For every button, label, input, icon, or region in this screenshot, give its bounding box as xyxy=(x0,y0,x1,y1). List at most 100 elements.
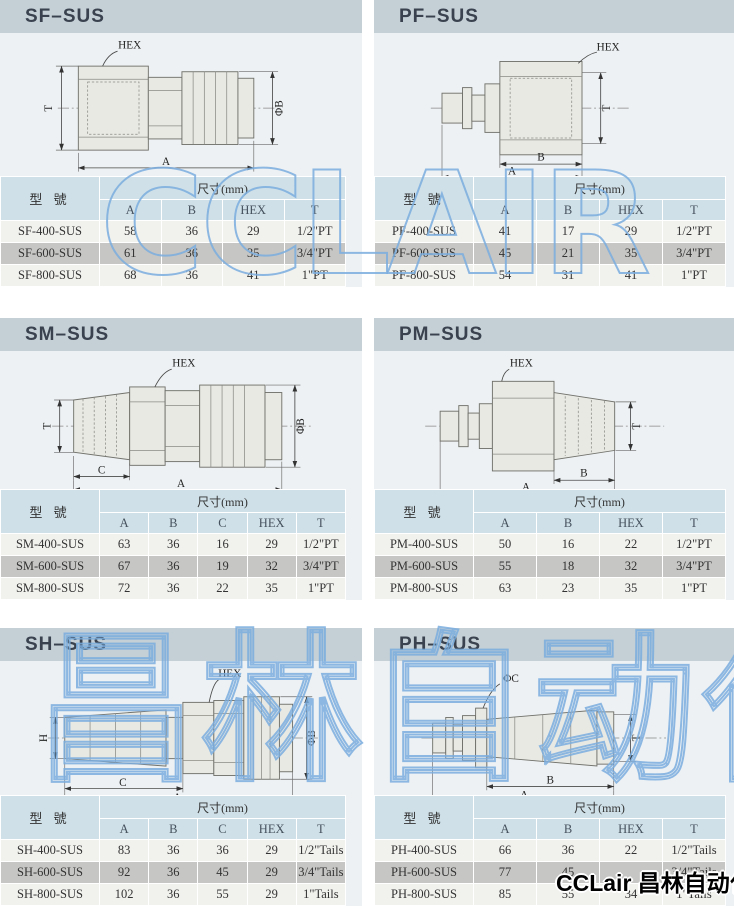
col-header-t: T xyxy=(663,200,725,220)
section-title-sh: SH–SUS xyxy=(0,628,362,661)
model-cell: SM-400-SUS xyxy=(1,534,99,555)
dim-cell: 29 xyxy=(247,534,296,555)
col-header-hex: HEX xyxy=(600,200,662,220)
section-title-sm: SM–SUS xyxy=(0,318,362,351)
section-title-text: PH–SUS xyxy=(399,634,482,655)
dim-cell: 83 xyxy=(100,840,149,861)
section-title-ph: PH–SUS xyxy=(374,628,734,661)
table-row: SH-800-SUS 102 36 55 29 1"Tails xyxy=(1,884,345,905)
col-header-a: A xyxy=(100,200,161,220)
dim-header: 尺寸(mm) xyxy=(474,177,725,199)
table-row: PM-800-SUS 63 23 35 1"PT xyxy=(375,578,725,599)
ph-technical-drawing: ΦC T B A xyxy=(421,673,666,806)
dim-cell: 1"Tails xyxy=(296,884,345,905)
pf-dimension-table: 型 號 尺寸(mm) A B HEX T PF-400-SUS 41 17 29… xyxy=(374,176,726,287)
col-header-t: T xyxy=(296,513,345,533)
dim-label-t: T xyxy=(631,734,643,741)
section-title-sf: SF–SUS xyxy=(0,0,362,33)
model-cell: SH-800-SUS xyxy=(1,884,99,905)
section-title-text: SF–SUS xyxy=(25,6,105,27)
dim-cell: 1"PT xyxy=(663,265,725,286)
dim-cell: 1"PT xyxy=(284,265,345,286)
dim-cell: 32 xyxy=(247,556,296,577)
model-cell: PH-800-SUS xyxy=(375,884,473,905)
table-row: SM-400-SUS 63 36 16 29 1/2"PT xyxy=(1,534,345,555)
dim-cell: 18 xyxy=(537,556,599,577)
dim-cell: 35 xyxy=(223,243,284,264)
dim-label-b: B xyxy=(547,775,554,787)
model-header: 型 號 xyxy=(1,796,99,839)
dim-cell: 3/4"Tails xyxy=(663,862,725,883)
col-header-hex: HEX xyxy=(247,513,296,533)
dim-cell: 19 xyxy=(198,556,247,577)
dim-cell: 36 xyxy=(161,221,222,242)
fitting-outline xyxy=(47,696,318,780)
dim-label-phib: ΦB xyxy=(295,418,307,434)
dim-cell: 45 xyxy=(198,862,247,883)
dim-cell: 50 xyxy=(474,534,536,555)
dim-cell: 66 xyxy=(474,840,536,861)
dim-cell: 1"Tails xyxy=(663,884,725,905)
table-row: PH-400-SUS 66 36 22 1/2"Tails xyxy=(375,840,725,861)
dim-cell xyxy=(600,862,662,883)
col-header-a: A xyxy=(100,513,149,533)
dim-cell: 36 xyxy=(537,840,599,861)
dim-cell: 21 xyxy=(537,243,599,264)
fitting-outline xyxy=(425,380,665,472)
model-cell: PF-800-SUS xyxy=(375,265,473,286)
section-body-sm: HEX T ΦB C A 型 號 尺寸(mm) A B C HEX T SM-4… xyxy=(0,351,362,600)
col-header-c: C xyxy=(198,819,247,839)
model-cell: PM-800-SUS xyxy=(375,578,473,599)
sh-dimension-table: 型 號 尺寸(mm) A B C HEX T SH-400-SUS 83 36 … xyxy=(0,795,346,906)
dim-cell: 32 xyxy=(600,556,662,577)
table-row: SF-800-SUS 68 36 41 1"PT xyxy=(1,265,345,286)
dim-label-c: C xyxy=(98,465,105,477)
col-header-hex: HEX xyxy=(600,819,662,839)
section-body-pf: HEX T B A 型 號 尺寸(mm) A B HEX T PF-400-SU… xyxy=(374,33,734,287)
dim-cell: 23 xyxy=(537,578,599,599)
dim-cell: 63 xyxy=(100,534,149,555)
brand-logo: CCLair 昌林自动化 xyxy=(556,870,734,896)
dim-cell: 1"PT xyxy=(296,578,345,599)
dim-cell: 36 xyxy=(149,840,198,861)
dim-cell: 3/4"Tails xyxy=(296,862,345,883)
model-cell: PH-600-SUS xyxy=(375,862,473,883)
dim-label-hex: HEX xyxy=(172,357,195,369)
model-header: 型 號 xyxy=(1,177,99,220)
dim-label-t: T xyxy=(631,423,643,430)
dim-cell: 36 xyxy=(149,862,198,883)
model-cell: PM-600-SUS xyxy=(375,556,473,577)
dim-cell: 36 xyxy=(161,265,222,286)
table-row: PF-400-SUS 41 17 29 1/2"PT xyxy=(375,221,725,242)
dim-cell: 22 xyxy=(198,578,247,599)
dim-cell: 61 xyxy=(100,243,161,264)
dim-cell: 1/2"Tails xyxy=(663,840,725,861)
dim-cell: 1"PT xyxy=(663,578,725,599)
dim-cell: 54 xyxy=(474,265,536,286)
dim-cell: 36 xyxy=(198,840,247,861)
dim-cell: 77 xyxy=(474,862,536,883)
col-header-t: T xyxy=(296,819,345,839)
dim-cell: 35 xyxy=(600,243,662,264)
dim-label-a: A xyxy=(508,165,516,177)
col-header-b: B xyxy=(149,819,198,839)
model-header: 型 號 xyxy=(375,796,473,839)
col-header-hex: HEX xyxy=(223,200,284,220)
fitting-outline xyxy=(57,65,275,151)
fitting-outline xyxy=(52,384,312,468)
section-pm-sus: PM–SUS xyxy=(374,318,734,600)
dim-label-hex: HEX xyxy=(597,41,620,53)
dim-cell: 22 xyxy=(600,534,662,555)
dim-cell: 55 xyxy=(474,556,536,577)
dim-header: 尺寸(mm) xyxy=(100,490,345,512)
dim-cell: 68 xyxy=(100,265,161,286)
pf-technical-drawing: HEX T B A xyxy=(430,41,629,181)
section-title-text: PF–SUS xyxy=(399,6,479,27)
dim-cell: 1/2"PT xyxy=(663,534,725,555)
dim-cell: 1/2"PT xyxy=(663,221,725,242)
col-header-t: T xyxy=(663,819,725,839)
section-title-pm: PM–SUS xyxy=(374,318,734,351)
section-title-text: PM–SUS xyxy=(399,324,484,345)
dim-cell: 29 xyxy=(247,840,296,861)
model-cell: SM-600-SUS xyxy=(1,556,99,577)
